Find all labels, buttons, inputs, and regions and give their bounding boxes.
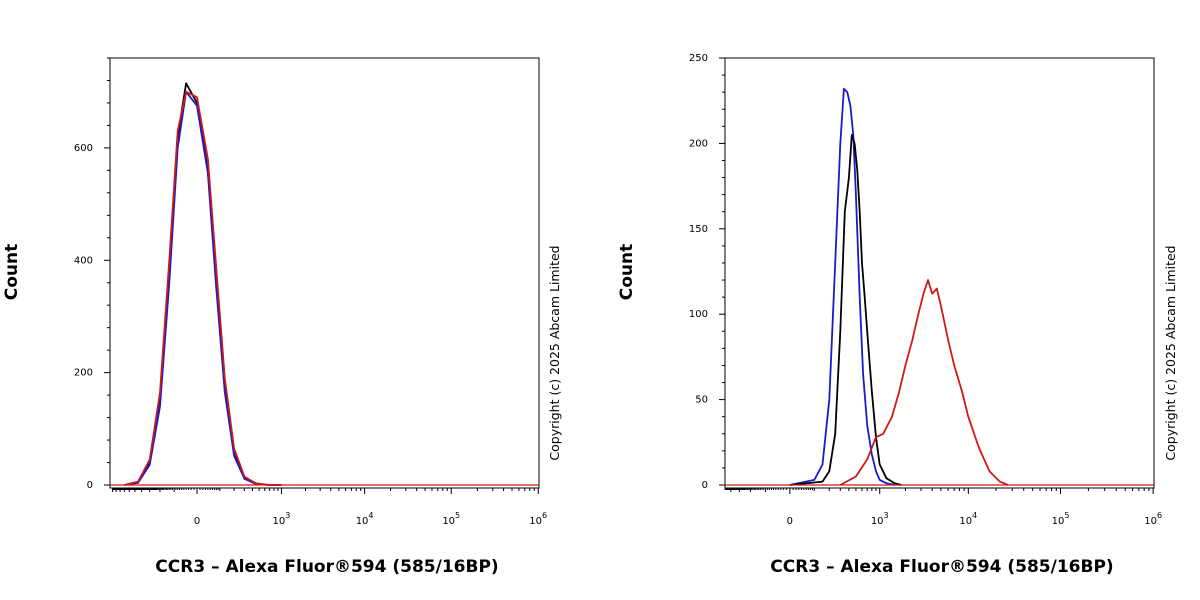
x-axis-title: CCR3 – Alexa Fluor®594 (585/16BP) xyxy=(155,557,498,577)
x-tick-label: 105 xyxy=(1052,511,1070,527)
x-tick-label: 0 xyxy=(194,516,200,527)
histogram-series-isotype-control xyxy=(124,90,282,486)
x-tick-label: 0 xyxy=(787,516,793,527)
y-tick-label: 0 xyxy=(87,480,93,491)
y-tick-label: 400 xyxy=(74,255,93,266)
histogram-series-CCR3-staining xyxy=(124,90,282,486)
histogram-curves xyxy=(110,82,539,486)
x-tick-label: 105 xyxy=(442,511,460,527)
histogram-panel-left: 0 200 400 600 0 103 104 105 106 Count CCR3 – Al… xyxy=(2,57,562,577)
y-axis: 0 50 100 150 200 250 xyxy=(689,53,725,491)
y-tick-label: 200 xyxy=(689,138,708,149)
plot-frame xyxy=(724,57,1155,489)
x-tick-label: 103 xyxy=(871,511,889,527)
y-axis-title: Count xyxy=(2,244,22,301)
y-tick-label: 100 xyxy=(689,309,708,320)
x-tick-label: 106 xyxy=(1144,511,1162,527)
y-tick-label: 150 xyxy=(689,224,708,235)
y-tick-label: 0 xyxy=(702,480,708,491)
x-axis: 0 103 104 105 106 xyxy=(112,488,547,527)
x-tick-label: 104 xyxy=(959,511,977,527)
histogram-curves xyxy=(725,87,1154,486)
x-tick-label: 103 xyxy=(273,511,291,527)
plot-frame xyxy=(109,57,540,489)
y-tick-label: 200 xyxy=(74,368,93,379)
x-axis: 0 103 104 105 106 xyxy=(724,488,1162,527)
copyright-notice: Copyright (c) 2025 Abcam Limited xyxy=(547,245,562,460)
x-axis-title: CCR3 – Alexa Fluor®594 (585/16BP) xyxy=(770,557,1113,577)
histogram-panel-right: 0 50 100 150 200 250 0 103 104 105 106 Count CCR3… xyxy=(617,53,1178,577)
y-axis-title: Count xyxy=(617,244,637,301)
y-axis: 0 200 400 600 xyxy=(74,57,110,491)
histogram-series-unstained-control xyxy=(789,134,902,486)
x-tick-label: 104 xyxy=(356,511,374,527)
histogram-series-isotype-control xyxy=(789,87,895,486)
y-tick-label: 250 xyxy=(689,53,708,64)
x-tick-label: 106 xyxy=(529,511,547,527)
y-tick-label: 50 xyxy=(695,395,708,406)
copyright-notice: Copyright (c) 2025 Abcam Limited xyxy=(1163,245,1178,460)
y-tick-label: 600 xyxy=(74,143,93,154)
histogram-series-CCR3-staining xyxy=(839,279,1009,486)
